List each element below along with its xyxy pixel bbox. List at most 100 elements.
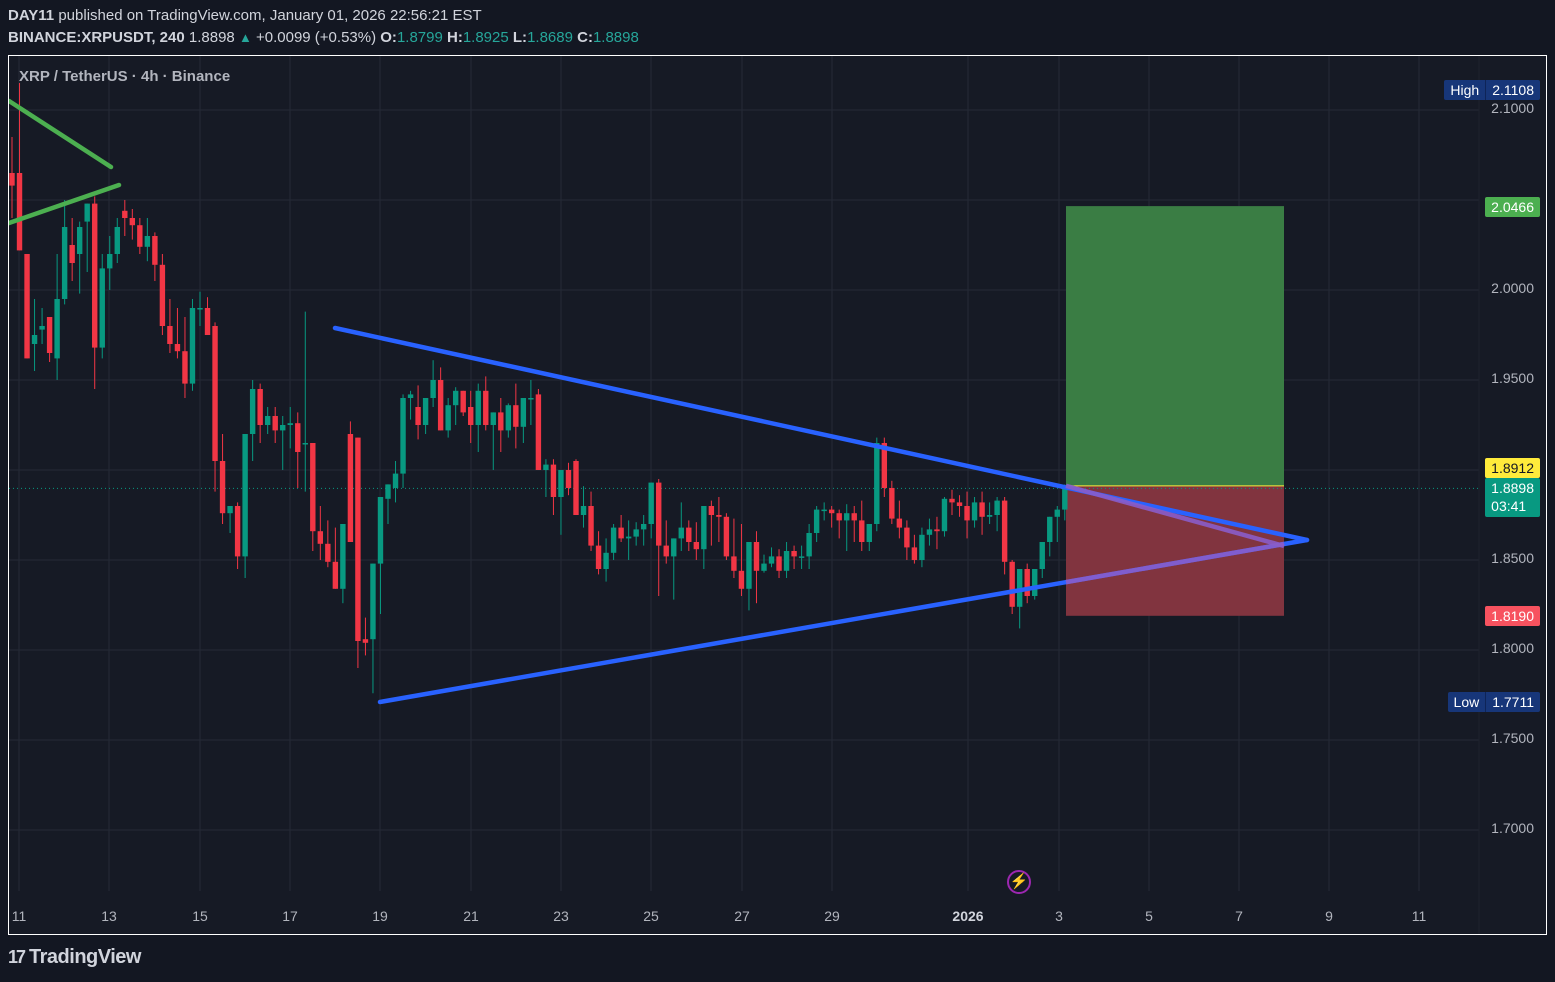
candle-body[interactable] bbox=[505, 405, 512, 431]
lightning-event-icon[interactable]: ⚡ bbox=[1007, 870, 1031, 894]
candle-body[interactable] bbox=[392, 473, 399, 488]
candle-body[interactable] bbox=[844, 513, 850, 521]
candle-body[interactable] bbox=[513, 405, 519, 427]
candle-body[interactable] bbox=[46, 317, 53, 353]
target-zone[interactable] bbox=[1066, 206, 1284, 486]
candle-body[interactable] bbox=[1001, 500, 1008, 562]
candle-body[interactable] bbox=[1016, 569, 1023, 607]
candle-body[interactable] bbox=[580, 506, 587, 515]
candle-body[interactable] bbox=[445, 405, 451, 431]
candle-body[interactable] bbox=[189, 308, 196, 384]
candle-body[interactable] bbox=[437, 380, 444, 431]
candle-body[interactable] bbox=[310, 443, 316, 532]
candle-body[interactable] bbox=[791, 551, 797, 557]
trendline[interactable] bbox=[9, 98, 114, 170]
candle-body[interactable] bbox=[490, 412, 496, 425]
candle-body[interactable] bbox=[753, 542, 760, 571]
candle-body[interactable] bbox=[407, 394, 414, 398]
candle-body[interactable] bbox=[204, 308, 211, 335]
candle-body[interactable] bbox=[1062, 486, 1068, 510]
candle-body[interactable] bbox=[535, 394, 542, 470]
candle-body[interactable] bbox=[212, 326, 218, 461]
candle-body[interactable] bbox=[159, 264, 166, 326]
candle-body[interactable] bbox=[31, 335, 38, 344]
candle-body[interactable] bbox=[355, 437, 361, 641]
tradingview-logo[interactable]: 17 TradingView bbox=[8, 946, 141, 969]
trendline[interactable] bbox=[9, 182, 122, 226]
candle-body[interactable] bbox=[84, 203, 90, 222]
candle-body[interactable] bbox=[798, 556, 805, 558]
candle-body[interactable] bbox=[708, 506, 715, 515]
candle-body[interactable] bbox=[370, 563, 376, 640]
candle-body[interactable] bbox=[167, 326, 173, 344]
candle-body[interactable] bbox=[498, 412, 504, 431]
candle-body[interactable] bbox=[956, 502, 963, 506]
candle-body[interactable] bbox=[731, 556, 737, 571]
candle-body[interactable] bbox=[287, 423, 293, 425]
candle-body[interactable] bbox=[813, 509, 820, 533]
candle-body[interactable] bbox=[92, 203, 98, 348]
candle-body[interactable] bbox=[618, 527, 624, 539]
candle-body[interactable] bbox=[686, 527, 692, 542]
chart-pane[interactable]: XRP / TetherUS · 4h · Binance High 2.110… bbox=[8, 55, 1547, 935]
candle-body[interactable] bbox=[1047, 516, 1053, 542]
candle-body[interactable] bbox=[325, 543, 331, 562]
price-chart-canvas[interactable] bbox=[9, 56, 1546, 934]
candle-body[interactable] bbox=[174, 344, 181, 352]
candle-body[interactable] bbox=[137, 225, 143, 247]
candle-body[interactable] bbox=[941, 498, 948, 532]
candle-body[interactable] bbox=[693, 542, 700, 550]
candle-body[interactable] bbox=[678, 527, 684, 539]
candle-body[interactable] bbox=[543, 464, 549, 470]
candle-body[interactable] bbox=[595, 545, 602, 569]
candle-body[interactable] bbox=[295, 423, 301, 452]
candle-body[interactable] bbox=[452, 390, 459, 406]
candle-body[interactable] bbox=[54, 299, 60, 359]
candle-body[interactable] bbox=[483, 390, 489, 425]
candle-body[interactable] bbox=[866, 524, 872, 542]
candle-body[interactable] bbox=[986, 515, 993, 517]
candle-body[interactable] bbox=[249, 389, 256, 434]
candle-body[interactable] bbox=[723, 516, 730, 557]
candle-body[interactable] bbox=[671, 538, 677, 557]
candle-body[interactable] bbox=[911, 547, 918, 560]
candle-body[interactable] bbox=[588, 506, 594, 546]
candle-body[interactable] bbox=[317, 531, 324, 544]
candle-body[interactable] bbox=[603, 552, 609, 569]
candle-body[interactable] bbox=[182, 351, 188, 384]
candle-body[interactable] bbox=[430, 380, 436, 398]
candle-body[interactable] bbox=[362, 639, 369, 643]
candle-body[interactable] bbox=[768, 556, 775, 564]
candle-body[interactable] bbox=[528, 398, 534, 400]
candle-body[interactable] bbox=[1032, 569, 1038, 596]
candle-body[interactable] bbox=[400, 398, 406, 474]
candle-body[interactable] bbox=[302, 443, 308, 445]
candle-body[interactable] bbox=[828, 509, 835, 514]
candle-body[interactable] bbox=[468, 407, 474, 425]
candle-body[interactable] bbox=[99, 268, 105, 348]
candle-body[interactable] bbox=[61, 227, 68, 299]
candle-body[interactable] bbox=[415, 407, 421, 425]
candle-body[interactable] bbox=[114, 227, 120, 254]
candle-body[interactable] bbox=[904, 527, 910, 548]
candle-body[interactable] bbox=[949, 498, 955, 503]
candle-body[interactable] bbox=[520, 398, 527, 427]
candle-body[interactable] bbox=[994, 500, 1000, 515]
candle-body[interactable] bbox=[1039, 542, 1045, 569]
candle-body[interactable] bbox=[934, 529, 940, 532]
candle-body[interactable] bbox=[783, 551, 790, 571]
chart-legend-title[interactable]: XRP / TetherUS · 4h · Binance bbox=[19, 68, 231, 85]
candle-body[interactable] bbox=[896, 518, 903, 528]
candle-body[interactable] bbox=[656, 482, 662, 546]
candle-body[interactable] bbox=[475, 390, 481, 425]
candle-body[interactable] bbox=[107, 254, 113, 269]
candle-body[interactable] bbox=[648, 482, 654, 524]
candle-body[interactable] bbox=[573, 461, 579, 515]
candle-body[interactable] bbox=[821, 509, 827, 512]
candle-body[interactable] bbox=[663, 545, 669, 557]
candle-body[interactable] bbox=[257, 389, 263, 425]
candle-body[interactable] bbox=[851, 513, 857, 521]
trendline[interactable] bbox=[332, 325, 1310, 543]
candle-body[interactable] bbox=[716, 515, 722, 517]
candle-body[interactable] bbox=[919, 534, 925, 560]
